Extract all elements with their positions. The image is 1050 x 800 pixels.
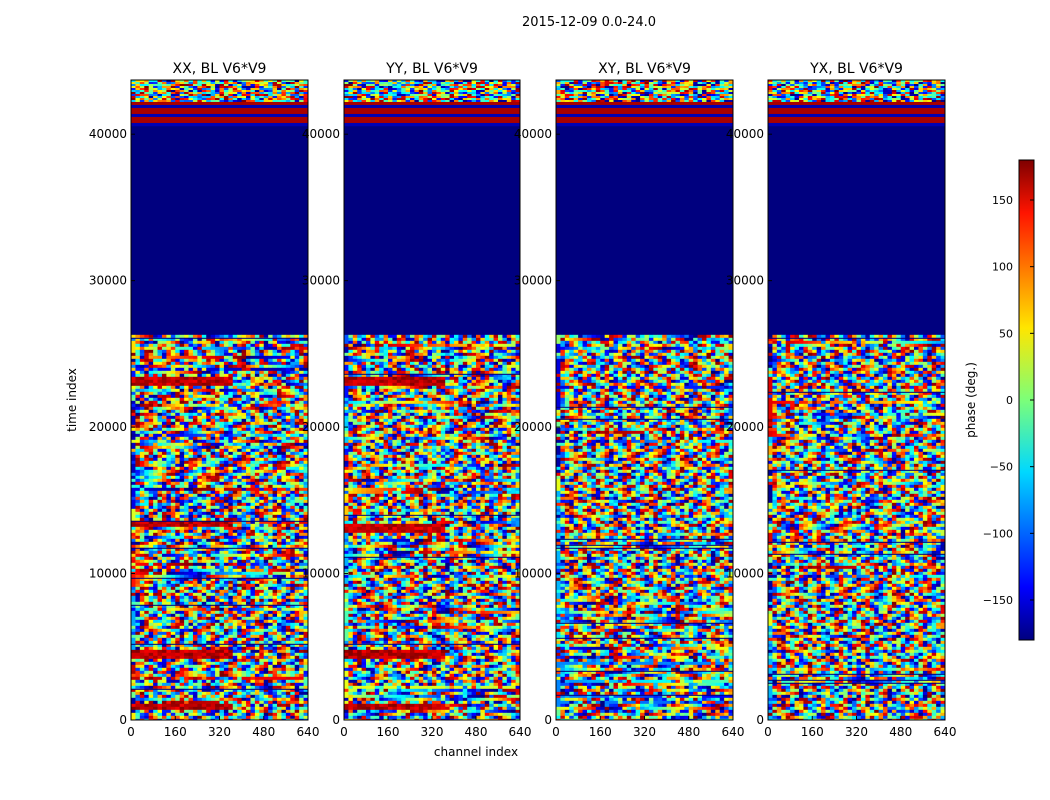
y-tick-label: 30000 <box>514 274 552 288</box>
x-tick-label: 160 <box>589 725 612 739</box>
colorbar-label: phase (deg.) <box>964 362 978 438</box>
x-tick-label: 0 <box>127 725 135 739</box>
x-tick-label: 160 <box>164 725 187 739</box>
y-tick-label: 40000 <box>726 127 764 141</box>
figure-suptitle: 2015-12-09 0.0-24.0 <box>522 15 656 30</box>
x-tick-label: 640 <box>722 725 745 739</box>
x-tick-label: 0 <box>552 725 560 739</box>
x-tick-label: 160 <box>377 725 400 739</box>
x-tick-label: 320 <box>421 725 444 739</box>
x-tick-label: 320 <box>633 725 656 739</box>
colorbar-tick-label: 100 <box>992 261 1013 274</box>
y-tick-label: 0 <box>544 713 552 727</box>
y-tick-label: 30000 <box>726 274 764 288</box>
panel-title: YY, BL V6*V9 <box>385 61 478 77</box>
colorbar-tick-label: −50 <box>990 461 1013 474</box>
x-tick-label: 0 <box>764 725 772 739</box>
phase-heatmap <box>344 80 520 720</box>
y-tick-label: 30000 <box>89 274 127 288</box>
x-tick-label: 160 <box>801 725 824 739</box>
y-tick-label: 20000 <box>302 420 340 434</box>
y-tick-label: 40000 <box>514 127 552 141</box>
colorbar-tick-label: −100 <box>983 527 1013 540</box>
x-tick-label: 480 <box>677 725 700 739</box>
x-tick-label: 0 <box>340 725 348 739</box>
y-tick-label: 0 <box>756 713 764 727</box>
y-tick-label: 10000 <box>514 567 552 581</box>
panel-0: XX, BL V6*V9 0 160 320 480 640 0 10000 20000 3000… <box>89 61 320 739</box>
y-tick-label: 10000 <box>726 567 764 581</box>
phase-heatmap <box>131 80 308 720</box>
y-tick-label: 40000 <box>302 127 340 141</box>
y-tick-label: 0 <box>332 713 340 727</box>
x-tick-label: 320 <box>208 725 231 739</box>
y-tick-label: 0 <box>119 713 127 727</box>
x-tick-label: 480 <box>889 725 912 739</box>
y-axis-label: time index <box>65 368 79 432</box>
panel-1: YY, BL V6*V9 0 160 320 480 640 0 10000 20000 3000… <box>302 61 532 739</box>
phase-heatmap <box>768 80 945 720</box>
y-tick-label: 20000 <box>89 420 127 434</box>
panel-title: XX, BL V6*V9 <box>173 61 267 77</box>
y-tick-label: 10000 <box>302 567 340 581</box>
x-tick-label: 640 <box>297 725 320 739</box>
x-tick-label: 320 <box>845 725 868 739</box>
x-tick-label: 480 <box>252 725 275 739</box>
x-axis-label: channel index <box>434 745 518 759</box>
colorbar-tick-label: 0 <box>1006 394 1013 407</box>
x-tick-label: 640 <box>934 725 957 739</box>
y-tick-label: 30000 <box>302 274 340 288</box>
y-tick-label: 40000 <box>89 127 127 141</box>
panel-2: XY, BL V6*V9 0 160 320 480 640 0 10000 20000 3000… <box>514 61 745 739</box>
y-tick-label: 20000 <box>726 420 764 434</box>
panel-title: YX, BL V6*V9 <box>809 61 903 77</box>
x-tick-label: 640 <box>509 725 532 739</box>
phase-heatmap <box>556 80 733 720</box>
colorbar-tick-label: −150 <box>983 594 1013 607</box>
colorbar: 150 100 50 0 −50 −100 −150 phase (deg.) <box>964 159 1035 641</box>
y-tick-label: 10000 <box>89 567 127 581</box>
panel-3: YX, BL V6*V9 0 160 320 480 640 0 10000 20000 3000… <box>726 61 957 739</box>
y-tick-label: 20000 <box>514 420 552 434</box>
panel-title: XY, BL V6*V9 <box>598 61 691 77</box>
x-tick-label: 480 <box>465 725 488 739</box>
colorbar-tick-label: 50 <box>999 327 1013 340</box>
colorbar-tick-label: 150 <box>992 194 1013 207</box>
